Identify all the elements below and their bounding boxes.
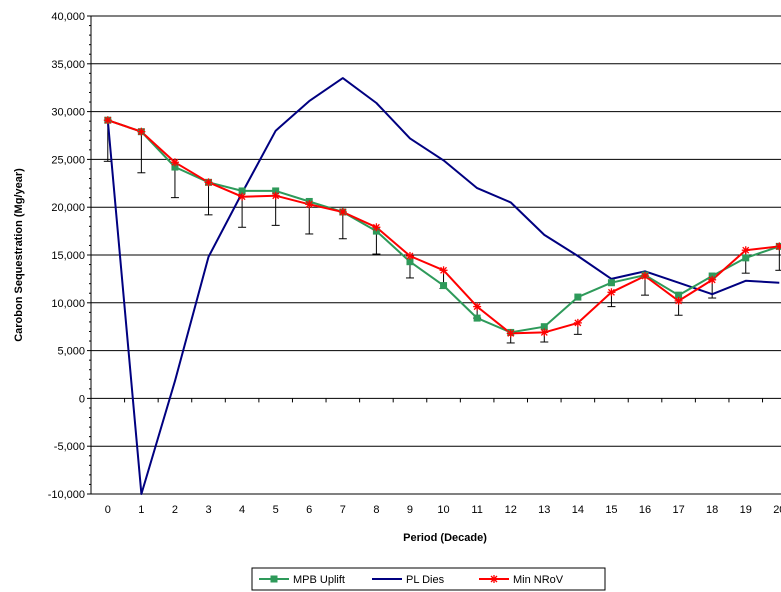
x-tick-label: 10 xyxy=(437,504,449,516)
y-tick-label: -5,000 xyxy=(54,441,85,453)
star-stroke xyxy=(775,243,781,250)
y-tick-label: 25,000 xyxy=(51,154,85,166)
point-min-nrov xyxy=(439,266,448,275)
grid-lines xyxy=(91,15,781,495)
point-mpb-uplift xyxy=(574,293,582,301)
x-tick-label: 17 xyxy=(672,504,684,516)
y-tick-labels: -10,000 -5,000 0 5,000 10,000 15,000 20,000 25,… xyxy=(48,11,85,501)
point-min-nrov xyxy=(473,302,482,311)
point-min-nrov xyxy=(103,116,112,125)
star-stroke xyxy=(440,266,448,274)
star-stroke xyxy=(675,297,683,305)
star-stroke xyxy=(607,288,615,296)
point-min-nrov xyxy=(238,192,247,201)
series-line-pl-dies xyxy=(106,77,780,495)
x-tick-label: 9 xyxy=(407,504,413,516)
star-stroke xyxy=(137,128,145,136)
y-tick-label: -10,000 xyxy=(48,489,85,501)
x-tick-label: 16 xyxy=(639,504,651,516)
point-min-nrov xyxy=(641,272,650,281)
x-tick-label: 5 xyxy=(273,504,279,516)
star-stroke xyxy=(205,178,212,186)
point-min-nrov xyxy=(506,329,515,338)
x-tick-label: 20 xyxy=(773,504,781,516)
x-tick-label: 18 xyxy=(706,504,718,516)
point-min-nrov xyxy=(170,158,179,167)
legend-box xyxy=(251,567,606,591)
star-stroke xyxy=(473,303,481,311)
point-min-nrov xyxy=(405,251,414,260)
x-tick-label: 19 xyxy=(740,504,752,516)
star-stroke xyxy=(641,272,649,280)
x-tick-labels: 01234567891011121314151617181920 xyxy=(105,504,781,516)
legend-entries: MPB Uplift PL Dies Min NRoV xyxy=(259,574,564,586)
point-min-nrov xyxy=(271,191,280,200)
y-tick-label: 0 xyxy=(79,393,85,405)
point-min-nrov xyxy=(775,242,781,251)
star-stroke xyxy=(742,246,750,254)
legend: MPB Uplift PL Dies Min NRoV xyxy=(251,567,606,591)
star-stroke xyxy=(238,193,246,201)
x-tick-label: 6 xyxy=(306,504,312,516)
x-tick-label: 7 xyxy=(340,504,346,516)
point-mpb-uplift xyxy=(742,254,750,262)
x-tick-label: 0 xyxy=(105,504,111,516)
y-tick-label: 35,000 xyxy=(51,59,85,71)
point-min-nrov xyxy=(540,328,549,337)
legend-label-min-nrov: Min NRoV xyxy=(513,574,564,586)
y-tick-label: 40,000 xyxy=(51,11,85,23)
x-tick-label: 15 xyxy=(605,504,617,516)
star-stroke xyxy=(490,575,498,583)
point-min-nrov xyxy=(338,207,347,216)
point-min-nrov xyxy=(137,127,146,136)
star-stroke xyxy=(406,252,414,260)
star-stroke xyxy=(708,276,716,284)
point-mpb-uplift xyxy=(440,282,448,290)
point-min-nrov xyxy=(607,288,616,297)
x-tick-label: 3 xyxy=(205,504,211,516)
point-min-nrov xyxy=(573,318,582,327)
legend-label-pl-dies: PL Dies xyxy=(406,574,445,586)
star-stroke xyxy=(104,116,112,124)
y-tick-label: 30,000 xyxy=(51,107,85,119)
y-tick-label: 15,000 xyxy=(51,250,85,262)
point-min-nrov xyxy=(305,200,314,209)
x-tick-label: 8 xyxy=(373,504,379,516)
star-stroke xyxy=(372,223,380,231)
star-stroke xyxy=(339,208,347,216)
x-tick-label: 4 xyxy=(239,504,245,516)
y-tick-label: 10,000 xyxy=(51,298,85,310)
point-mpb-uplift xyxy=(607,279,615,287)
star-stroke xyxy=(507,329,515,337)
point-mpb-uplift xyxy=(473,314,481,322)
x-tick-label: 1 xyxy=(138,504,144,516)
x-tick-label: 12 xyxy=(505,504,517,516)
x-tick-label: 11 xyxy=(471,504,482,516)
point-min-nrov xyxy=(708,275,717,284)
star-stroke xyxy=(574,319,582,327)
star-stroke xyxy=(540,328,548,336)
point-min-nrov xyxy=(372,223,381,232)
axes xyxy=(87,15,764,495)
legend-marker-mpb-uplift xyxy=(270,575,278,583)
error-bars xyxy=(103,120,781,344)
point-min-nrov xyxy=(204,178,213,187)
y-axis-title: Carobon Sequestration (Mg/year) xyxy=(13,168,25,342)
star-stroke xyxy=(305,200,313,208)
x-tick-label: 14 xyxy=(572,504,584,516)
x-axis-title: Period (Decade) xyxy=(403,532,487,544)
point-min-nrov xyxy=(674,296,683,305)
series-markers xyxy=(103,116,781,338)
x-tick-label: 2 xyxy=(172,504,178,516)
y-tick-label: 5,000 xyxy=(57,346,85,358)
star-stroke xyxy=(272,192,280,200)
x-tick-label: 13 xyxy=(538,504,550,516)
star-stroke xyxy=(171,158,179,166)
y-tick-label: 20,000 xyxy=(51,202,85,214)
legend-label-mpb-uplift: MPB Uplift xyxy=(293,574,345,586)
legend-marker-min-nrov xyxy=(490,575,498,583)
point-min-nrov xyxy=(741,246,750,255)
